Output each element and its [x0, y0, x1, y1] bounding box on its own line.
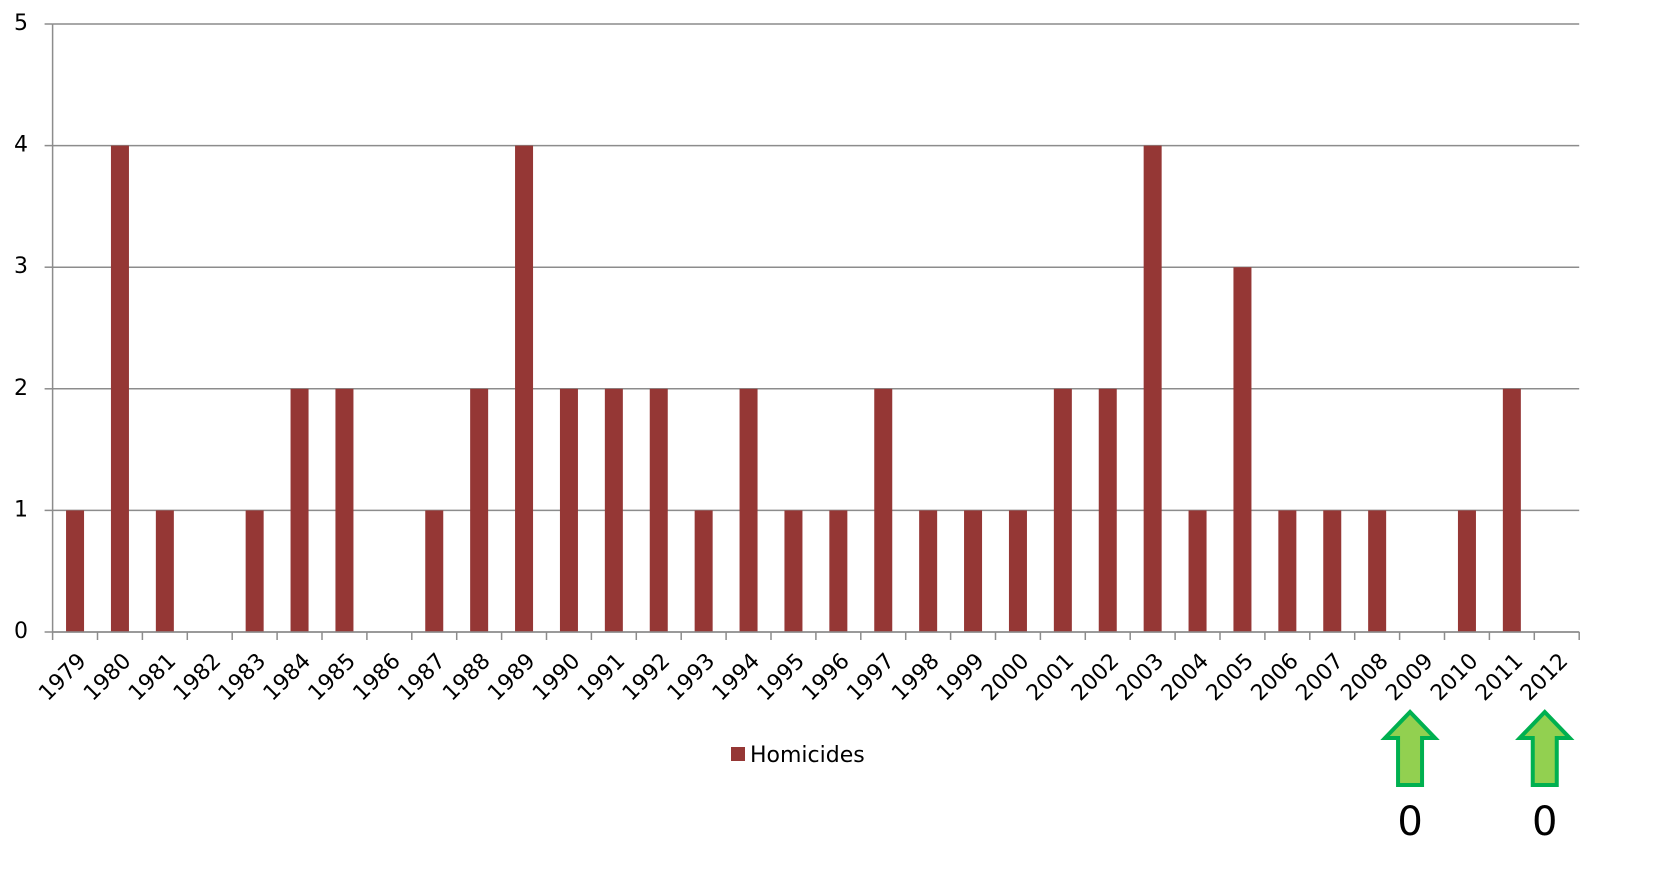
- x-tick-label: 1989: [483, 649, 540, 706]
- x-tick-label: 1990: [528, 649, 585, 706]
- bar: [604, 388, 623, 632]
- x-tick-label: 1979: [34, 649, 91, 706]
- bar: [470, 388, 489, 632]
- x-tick-label: 1980: [79, 649, 136, 706]
- bar: [66, 510, 85, 632]
- annotation: 0: [1532, 799, 1557, 845]
- x-tick-label: 2009: [1381, 649, 1438, 706]
- bar: [739, 388, 758, 632]
- bar: [110, 145, 129, 632]
- x-tick-label: 1984: [259, 649, 316, 706]
- y-tick-label: 4: [14, 133, 28, 158]
- x-tick-label: 1995: [753, 649, 810, 706]
- bar: [1053, 388, 1072, 632]
- bar: [1233, 267, 1252, 632]
- bar: [1008, 510, 1027, 632]
- arrow: [1380, 709, 1440, 787]
- bar: [559, 388, 578, 632]
- bar: [694, 510, 713, 632]
- x-tick-label: 1992: [618, 649, 675, 706]
- bar: [649, 388, 668, 632]
- x-tick-label: 1991: [573, 649, 630, 706]
- bar: [155, 510, 174, 632]
- x-tick-label: 1986: [349, 649, 406, 706]
- bar: [425, 510, 444, 632]
- x-tick-label: 1993: [663, 649, 720, 706]
- x-tick-label: 1994: [708, 649, 765, 706]
- x-tick-label: 2012: [1516, 649, 1573, 706]
- arrow: [1515, 709, 1575, 787]
- bar: [1098, 388, 1117, 632]
- bar: [1368, 510, 1387, 632]
- y-tick-label: 2: [14, 376, 28, 401]
- bar: [1323, 510, 1342, 632]
- bar: [829, 510, 848, 632]
- x-tick-label: 2002: [1067, 649, 1124, 706]
- bar: [245, 510, 264, 632]
- x-tick-label: 2000: [977, 649, 1034, 706]
- bar: [784, 510, 803, 632]
- x-tick-label: 1997: [842, 649, 899, 706]
- x-tick-label: 1985: [304, 649, 361, 706]
- bar: [1188, 510, 1207, 632]
- x-tick-label: 2008: [1336, 649, 1393, 706]
- x-tick-label: 2010: [1426, 649, 1483, 706]
- bar: [1278, 510, 1297, 632]
- x-tick-label: 2005: [1202, 649, 1259, 706]
- bar: [874, 388, 893, 632]
- x-tick-label: 2011: [1471, 649, 1528, 706]
- legend-label: Homicides: [750, 743, 865, 768]
- x-tick-label: 1987: [393, 649, 450, 706]
- legend-swatch: [731, 747, 745, 761]
- x-tick-label: 1983: [214, 649, 271, 706]
- x-tick-label: 2006: [1247, 649, 1304, 706]
- bar: [1457, 510, 1476, 632]
- y-tick-label: 0: [14, 619, 28, 644]
- bar: [290, 388, 309, 632]
- bar: [1143, 145, 1162, 632]
- x-tick-label: 1988: [438, 649, 495, 706]
- y-tick-label: 1: [14, 497, 28, 522]
- x-tick-label: 1996: [798, 649, 855, 706]
- x-tick-label: 2003: [1112, 649, 1169, 706]
- bar: [919, 510, 938, 632]
- x-tick-label: 1999: [932, 649, 989, 706]
- bar: [1502, 388, 1521, 632]
- x-tick-label: 2007: [1291, 649, 1348, 706]
- annotation: 0: [1397, 799, 1422, 845]
- x-tick-label: 1998: [887, 649, 944, 706]
- x-tick-label: 2001: [1022, 649, 1079, 706]
- bar: [335, 388, 354, 632]
- y-tick-label: 5: [14, 11, 28, 36]
- bar: [964, 510, 983, 632]
- x-tick-label: 1981: [124, 649, 181, 706]
- x-tick-label: 2004: [1157, 649, 1214, 706]
- x-tick-label: 1982: [169, 649, 226, 706]
- y-tick-label: 3: [14, 254, 28, 279]
- bar: [515, 145, 534, 632]
